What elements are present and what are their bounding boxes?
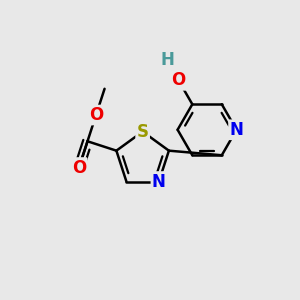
Text: H: H — [160, 51, 174, 69]
Text: O: O — [72, 158, 86, 176]
Text: N: N — [230, 121, 243, 139]
Text: N: N — [152, 172, 166, 190]
Text: O: O — [89, 106, 103, 124]
Text: S: S — [136, 123, 148, 141]
Text: O: O — [171, 71, 186, 89]
